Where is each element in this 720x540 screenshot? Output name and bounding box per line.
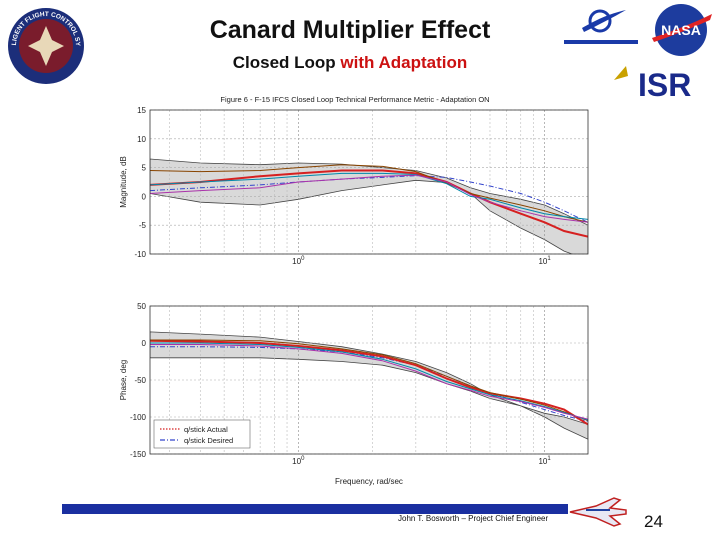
- phase-series-line: [150, 339, 588, 422]
- phase-y-tick-label: -50: [134, 376, 146, 385]
- ifcs-seal-emblem: [28, 26, 64, 66]
- magnitude-series-line: [150, 172, 588, 220]
- magnitude-y-tick-label: -10: [134, 250, 146, 259]
- isr-swoosh: [614, 66, 628, 80]
- isr-logo: ISR: [614, 66, 691, 102]
- plane-body: [569, 497, 627, 527]
- boeing-symbol-ring: [588, 9, 612, 33]
- magnitude-x-tick-label: 100: [292, 256, 305, 266]
- slide-title: Canard Multiplier Effect: [209, 16, 491, 44]
- phase-series-line: [150, 346, 588, 422]
- page-number: 24: [644, 512, 663, 531]
- footer-author: John T. Bosworth – Project Chief Enginee…: [398, 514, 549, 523]
- phase-frame: [149, 305, 589, 455]
- phase-series-line: [150, 342, 588, 421]
- magnitude-x-tick-label: 101: [538, 256, 551, 266]
- phase-x-tick-label: 100: [292, 456, 305, 466]
- magnitude-series-line: [150, 174, 588, 223]
- nasa-vector: [652, 14, 712, 42]
- subtitle-plain: Closed Loop: [232, 53, 341, 72]
- phase-series-line: [150, 344, 588, 420]
- legend-label: q/stick Desired: [184, 436, 233, 445]
- x-axis-label: Frequency, rad/sec: [335, 477, 403, 486]
- footer-bar: [62, 504, 568, 514]
- ifcs-seal-logo: INTELLIGENT FLIGHT CONTROL SYSTEM: [6, 6, 84, 84]
- magnitude-y-tick-label: -5: [139, 221, 147, 230]
- phase-y-axis-label: Phase, deg: [119, 360, 128, 400]
- magnitude-series-line: [150, 175, 588, 223]
- phase-y-tick-label: 0: [142, 339, 147, 348]
- f15-aircraft-logo: [569, 497, 627, 527]
- phase-x-tick-exponent: 1: [547, 456, 551, 462]
- magnitude-y-axis-label: Magnitude, dB: [119, 156, 128, 208]
- subtitle-accent: with Adaptation: [340, 53, 468, 72]
- magnitude-x-tick-exponent: 0: [301, 256, 305, 262]
- nasa-wordmark: NASA: [661, 22, 701, 38]
- magnitude-bounds-envelope: [150, 158, 588, 254]
- bode-plot: Figure 6 - F-15 IFCS Closed Loop Technic…: [119, 95, 589, 486]
- phase-y-tick-label: 50: [137, 302, 146, 311]
- magnitude-series-line: [150, 164, 588, 223]
- phase-x-tick-label: 101: [538, 456, 551, 466]
- magnitude-y-tick-label: 5: [142, 164, 147, 173]
- magnitude-y-tick-label: 0: [142, 192, 147, 201]
- phase-x-tick-exponent: 0: [301, 456, 305, 462]
- chart-title: Figure 6 - F-15 IFCS Closed Loop Technic…: [220, 95, 489, 104]
- nasa-logo: NASA: [652, 4, 712, 56]
- magnitude-frame: [149, 109, 589, 255]
- boeing-wordmark: [564, 40, 638, 44]
- magnitude-y-tick-label: 10: [137, 135, 146, 144]
- boeing-symbol-swoosh: [582, 10, 626, 32]
- isr-wordmark: ISR: [638, 67, 691, 102]
- magnitude-x-tick-exponent: 1: [547, 256, 551, 262]
- phase-y-tick-label: -150: [130, 450, 147, 459]
- phase-series-line: [150, 339, 588, 426]
- slide-subtitle: Closed Loop with Adaptation: [150, 53, 550, 73]
- legend-label: q/stick Actual: [184, 425, 228, 434]
- legend-box: [153, 419, 251, 449]
- boeing-logo: [564, 9, 638, 44]
- phase-y-tick-label: -100: [130, 413, 147, 422]
- magnitude-y-tick-label: 15: [137, 106, 146, 115]
